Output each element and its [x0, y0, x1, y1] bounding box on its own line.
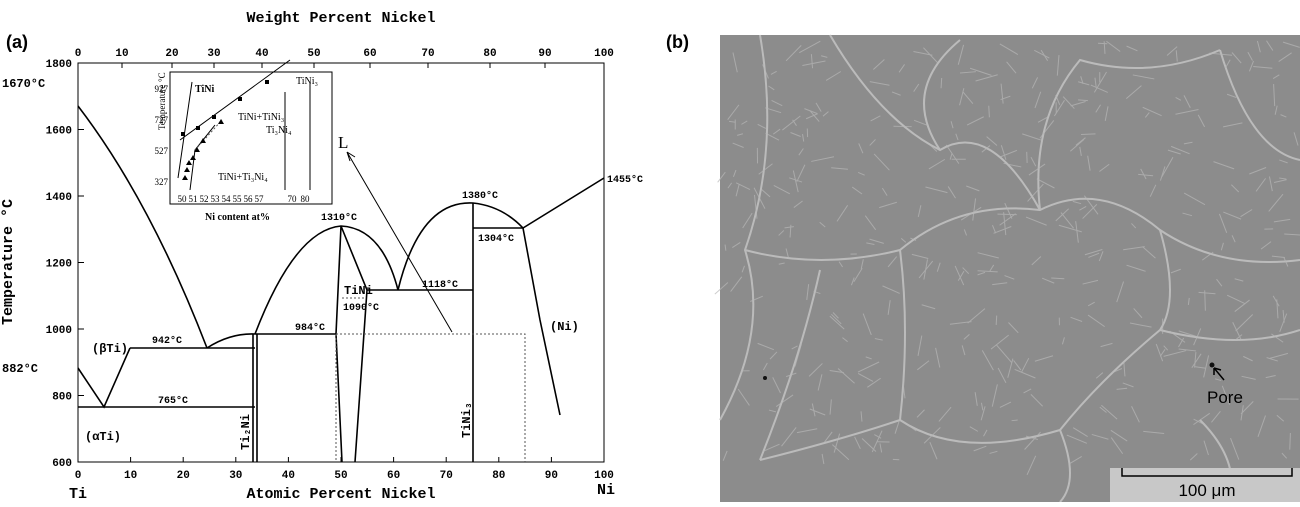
bottom-tick-label: 100 [594, 470, 614, 482]
inset-y-unit: °C [157, 72, 167, 82]
inset-x-tick: 53 [211, 194, 221, 204]
bottom-tick-label: 70 [440, 470, 453, 482]
bottom-axis-title: Atomic Percent Nickel [246, 486, 435, 502]
y-tick-label: 600 [52, 458, 72, 470]
inset-label: TiNi+Ti₃Ni₄ [218, 172, 268, 183]
inset-y-tick: 527 [155, 146, 169, 156]
top-tick-label: 100 [594, 48, 614, 60]
annotation: 1310°C [321, 212, 357, 224]
top-tick-label: 20 [165, 48, 178, 60]
panel-label: (a) [6, 32, 28, 52]
y-tick-label: 1000 [46, 325, 72, 337]
annotation: 1118°C [422, 279, 458, 291]
annotation: 882°C [2, 362, 38, 376]
top-tick-label: 90 [538, 48, 551, 60]
panel-label: (b) [666, 32, 689, 52]
needle [989, 106, 990, 118]
inset-x-tick: 70 [288, 194, 298, 204]
needle [996, 316, 997, 325]
inset-x-tick: 52 [200, 194, 209, 204]
needle [1098, 43, 1107, 44]
phase-lines [78, 106, 604, 462]
pore [763, 376, 767, 380]
annotation: 942°C [152, 335, 182, 347]
needle [1081, 134, 1095, 135]
annotation: (βTi) [92, 342, 128, 356]
needle [1290, 433, 1291, 450]
inset-x-tick: 80 [301, 194, 311, 204]
y-axis-title: Temperature °C [0, 199, 17, 325]
inset-y-tick: 327 [155, 177, 169, 187]
annotation: 1455°C [607, 174, 643, 186]
top-tick-label: 40 [255, 48, 268, 60]
axis-end: Ti [69, 486, 87, 502]
top-axis-title: Weight Percent Nickel [246, 10, 435, 27]
annotation: 1304°C [478, 233, 514, 245]
micrograph [720, 35, 1300, 502]
top-tick-label: 30 [207, 48, 220, 60]
y-tick-label: 1800 [46, 59, 72, 71]
bottom-tick-label: 30 [229, 470, 242, 482]
inset-label: TiNi [195, 84, 214, 95]
annotation: TiNi₃ [460, 402, 474, 438]
top-tick-label: 80 [483, 48, 496, 60]
annotation: TiNi [344, 284, 373, 298]
inset-x-tick: 51 [189, 194, 198, 204]
needle [1205, 290, 1206, 310]
inset-x-tick: 55 [233, 194, 243, 204]
inset-label: Ti₃Ni₄ [266, 125, 292, 136]
inset-label: TiNi+TiNi₃ [238, 112, 284, 123]
inset-x-tick: 56 [244, 194, 254, 204]
bottom-tick-label: 90 [545, 470, 558, 482]
top-tick-label: 70 [421, 48, 434, 60]
axis-end: Ni [597, 482, 615, 499]
needle [941, 78, 942, 88]
bottom-tick-label: 10 [124, 470, 137, 482]
annotation: 1090°C [343, 302, 379, 314]
inset-y-tick: 927 [155, 84, 169, 94]
inset-y-tick: 727 [155, 115, 169, 125]
y-tick-label: 1600 [46, 126, 72, 138]
top-tick-label: 10 [115, 48, 128, 60]
y-tick-label: 1400 [46, 192, 72, 204]
annotation: 765°C [158, 395, 188, 407]
inset-x-tick: 57 [255, 194, 265, 204]
bottom-tick-label: 50 [334, 470, 347, 482]
top-tick-label: 60 [363, 48, 376, 60]
annotation: 984°C [295, 322, 325, 334]
scale-bar-label: 100 μm [1178, 481, 1235, 500]
bottom-tick-label: 40 [282, 470, 295, 482]
annotation: L [338, 133, 348, 152]
bottom-tick-label: 20 [177, 470, 190, 482]
annotation: 1670°C [2, 77, 45, 91]
inset-x-title: Ni content at% [205, 212, 270, 223]
inset: Temperature °C Ni content at% TiNi TiNi+… [155, 60, 333, 223]
y-tick-label: 1200 [46, 259, 72, 271]
pore-label: Pore [1207, 388, 1243, 407]
annotation: (αTi) [85, 430, 121, 444]
inset-x-tick: 50 [178, 194, 188, 204]
pore [1210, 363, 1215, 368]
bottom-tick-label: 60 [387, 470, 400, 482]
figure: (a) Weight Percent Nickel Atomic Percent… [0, 0, 1300, 502]
page: {"panel_a": { "label": "(a)", "top_axis"… [0, 0, 1300, 502]
top-tick-label: 0 [75, 48, 82, 60]
inset-x-tick: 54 [222, 194, 232, 204]
annotation: (Ni) [550, 320, 579, 334]
needle [1012, 420, 1018, 421]
y-tick-label: 800 [52, 392, 72, 404]
top-tick-label: 50 [307, 48, 320, 60]
bottom-tick-label: 80 [492, 470, 505, 482]
bottom-tick-label: 0 [75, 470, 82, 482]
inset-label: TiNi₃ [296, 76, 318, 87]
annotation: Ti₂Ni [239, 414, 253, 450]
annotation: 1380°C [462, 190, 498, 202]
